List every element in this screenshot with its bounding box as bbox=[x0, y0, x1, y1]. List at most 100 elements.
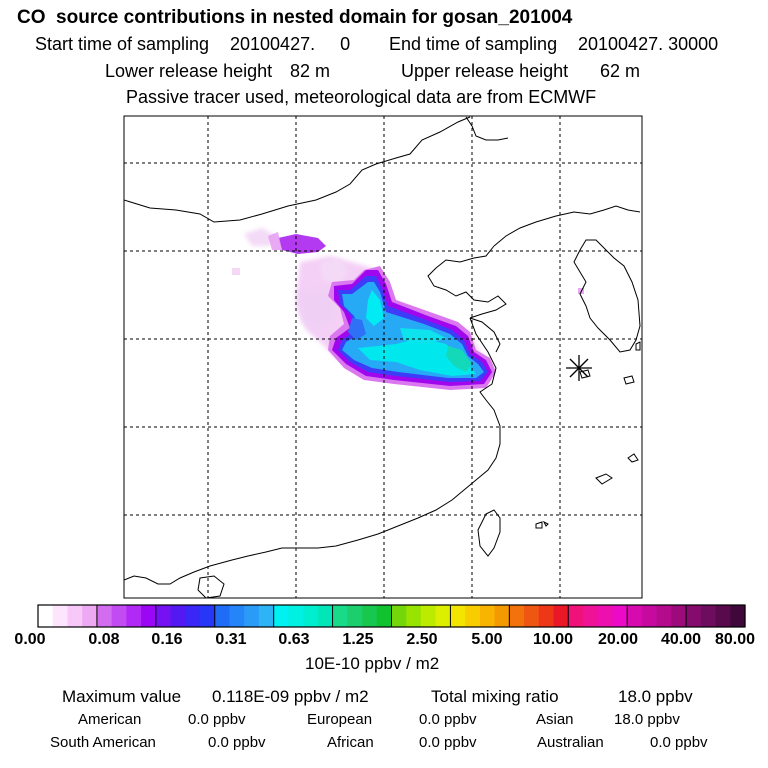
colorbar-cell-24 bbox=[391, 605, 407, 627]
colorbar-cell-32 bbox=[509, 605, 525, 627]
region-name-australian: Australian bbox=[537, 734, 604, 751]
colorbar-cell-47 bbox=[730, 605, 746, 627]
colorbar-cells bbox=[38, 605, 746, 627]
china-korea-border bbox=[493, 205, 641, 247]
colorbar-dividers bbox=[96, 605, 687, 627]
region-value-american: 0.0 ppbv bbox=[188, 711, 246, 728]
region-value-south-american: 0.0 ppbv bbox=[208, 734, 266, 751]
colorbar-cell-44 bbox=[686, 605, 702, 627]
asterisk-icon bbox=[566, 355, 592, 381]
colorbar-cell-39 bbox=[612, 605, 628, 627]
plume-pink-north-edge bbox=[268, 232, 282, 250]
colorbar-cell-0 bbox=[38, 605, 54, 627]
region-value-european: 0.0 ppbv bbox=[419, 711, 477, 728]
plume-faint-north-2 bbox=[320, 258, 348, 284]
plume-core-blue-inner bbox=[348, 318, 366, 340]
map-title: CO source contributions in nested domain… bbox=[17, 7, 573, 28]
lower-height-label: Lower release height bbox=[105, 61, 273, 81]
mongolia-border bbox=[124, 116, 471, 223]
plume-core-cyan-3 bbox=[400, 328, 446, 344]
plume-core-cyan-2 bbox=[358, 338, 476, 376]
max-value-label: Maximum value bbox=[62, 687, 182, 706]
start-time-value: 20100427. 0 bbox=[230, 34, 351, 54]
islet-east-sea bbox=[535, 520, 549, 529]
colorbar-cell-37 bbox=[582, 605, 599, 627]
liaodong-bohai-coast bbox=[427, 245, 507, 319]
total-mixing-label: Total mixing ratio bbox=[431, 687, 559, 706]
colorbar-label-6: 2.50 bbox=[406, 631, 438, 648]
region-value-australian: 0.0 ppbv bbox=[650, 734, 708, 751]
upper-height-value: 62 m bbox=[600, 61, 641, 81]
colorbar-cell-31 bbox=[494, 605, 510, 627]
ryukyu-islets bbox=[595, 453, 639, 485]
colorbar-label-7: 5.00 bbox=[471, 631, 503, 648]
colorbar-cell-5 bbox=[111, 605, 127, 627]
colorbar-cell-43 bbox=[671, 605, 687, 627]
colorbar-cell-30 bbox=[479, 605, 496, 627]
colorbar-label-4: 0.63 bbox=[278, 631, 310, 648]
colorbar-label-5: 1.25 bbox=[342, 631, 374, 648]
colorbar-cell-25 bbox=[406, 605, 422, 627]
colorbar-label-1: 0.08 bbox=[88, 631, 120, 648]
colorbar-cell-9 bbox=[170, 605, 186, 627]
hainan-island bbox=[197, 575, 225, 598]
coastlines bbox=[124, 116, 641, 598]
graticule bbox=[124, 116, 642, 598]
plume-core-teal bbox=[446, 346, 472, 372]
colorbar-cell-42 bbox=[656, 605, 672, 627]
region-name-american: American bbox=[78, 711, 142, 728]
upper-height-label: Upper release height bbox=[401, 61, 569, 81]
colorbar-cell-12 bbox=[214, 605, 231, 627]
colorbar-cell-17 bbox=[288, 605, 304, 627]
colorbar-cell-34 bbox=[538, 605, 555, 627]
colorbar-label-3: 0.31 bbox=[215, 631, 247, 648]
colorbar-cell-38 bbox=[597, 605, 614, 627]
region-name-asian: Asian bbox=[536, 711, 574, 728]
colorbar-cell-20 bbox=[332, 605, 348, 627]
region-name-european: European bbox=[307, 711, 373, 728]
colorbar-cell-16 bbox=[273, 605, 289, 627]
colorbar-cell-19 bbox=[317, 605, 334, 627]
colorbar-label-9: 20.00 bbox=[597, 631, 639, 648]
colorbar-cell-27 bbox=[435, 605, 452, 627]
colorbar-cell-40 bbox=[627, 605, 643, 627]
region-value-asian: 18.0 ppbv bbox=[614, 711, 680, 728]
plume-purple-north bbox=[278, 234, 326, 254]
colorbar-cell-36 bbox=[568, 605, 584, 627]
hainan-mainland-coast bbox=[124, 547, 283, 585]
colorbar-cell-21 bbox=[347, 605, 363, 627]
colorbar-cell-33 bbox=[524, 605, 540, 627]
region-name-african: African bbox=[327, 734, 374, 751]
max-value: 0.118E-09 ppbv / m2 bbox=[212, 687, 369, 706]
region-name-south-american: South American bbox=[50, 734, 156, 751]
end-time-label: End time of sampling bbox=[389, 34, 558, 54]
colorbar-cell-11 bbox=[200, 605, 216, 627]
china-east-coast bbox=[282, 317, 501, 549]
colorbar-cell-2 bbox=[67, 605, 83, 627]
colorbar-cell-26 bbox=[420, 605, 437, 627]
colorbar-cell-29 bbox=[465, 605, 481, 627]
region-value-african: 0.0 ppbv bbox=[419, 734, 477, 751]
colorbar-cell-1 bbox=[52, 605, 69, 627]
plume-layer bbox=[232, 228, 584, 390]
colorbar-units: 10E-10 ppbv / m2 bbox=[305, 654, 440, 673]
colorbar-cell-46 bbox=[715, 605, 731, 627]
colorbar-cell-6 bbox=[126, 605, 142, 627]
plume-faint-north bbox=[244, 228, 276, 246]
colorbar-label-8: 10.00 bbox=[532, 631, 574, 648]
total-mixing-value: 18.0 ppbv bbox=[618, 687, 693, 706]
colorbar-cell-4 bbox=[96, 605, 113, 627]
colorbar-cell-18 bbox=[303, 605, 319, 627]
colorbar-border bbox=[37, 604, 746, 628]
plume-speck-1 bbox=[232, 268, 240, 275]
taiwan-island bbox=[477, 509, 501, 557]
colorbar-label-0: 0.00 bbox=[14, 631, 46, 648]
lower-height-value: 82 m bbox=[290, 61, 331, 81]
colorbar-cell-3 bbox=[82, 605, 98, 627]
colorbar-cell-10 bbox=[185, 605, 201, 627]
tracer-note: Passive tracer used, meteorological data… bbox=[126, 87, 597, 107]
jeju-island bbox=[579, 369, 591, 379]
japan-islet-1 bbox=[623, 375, 635, 385]
